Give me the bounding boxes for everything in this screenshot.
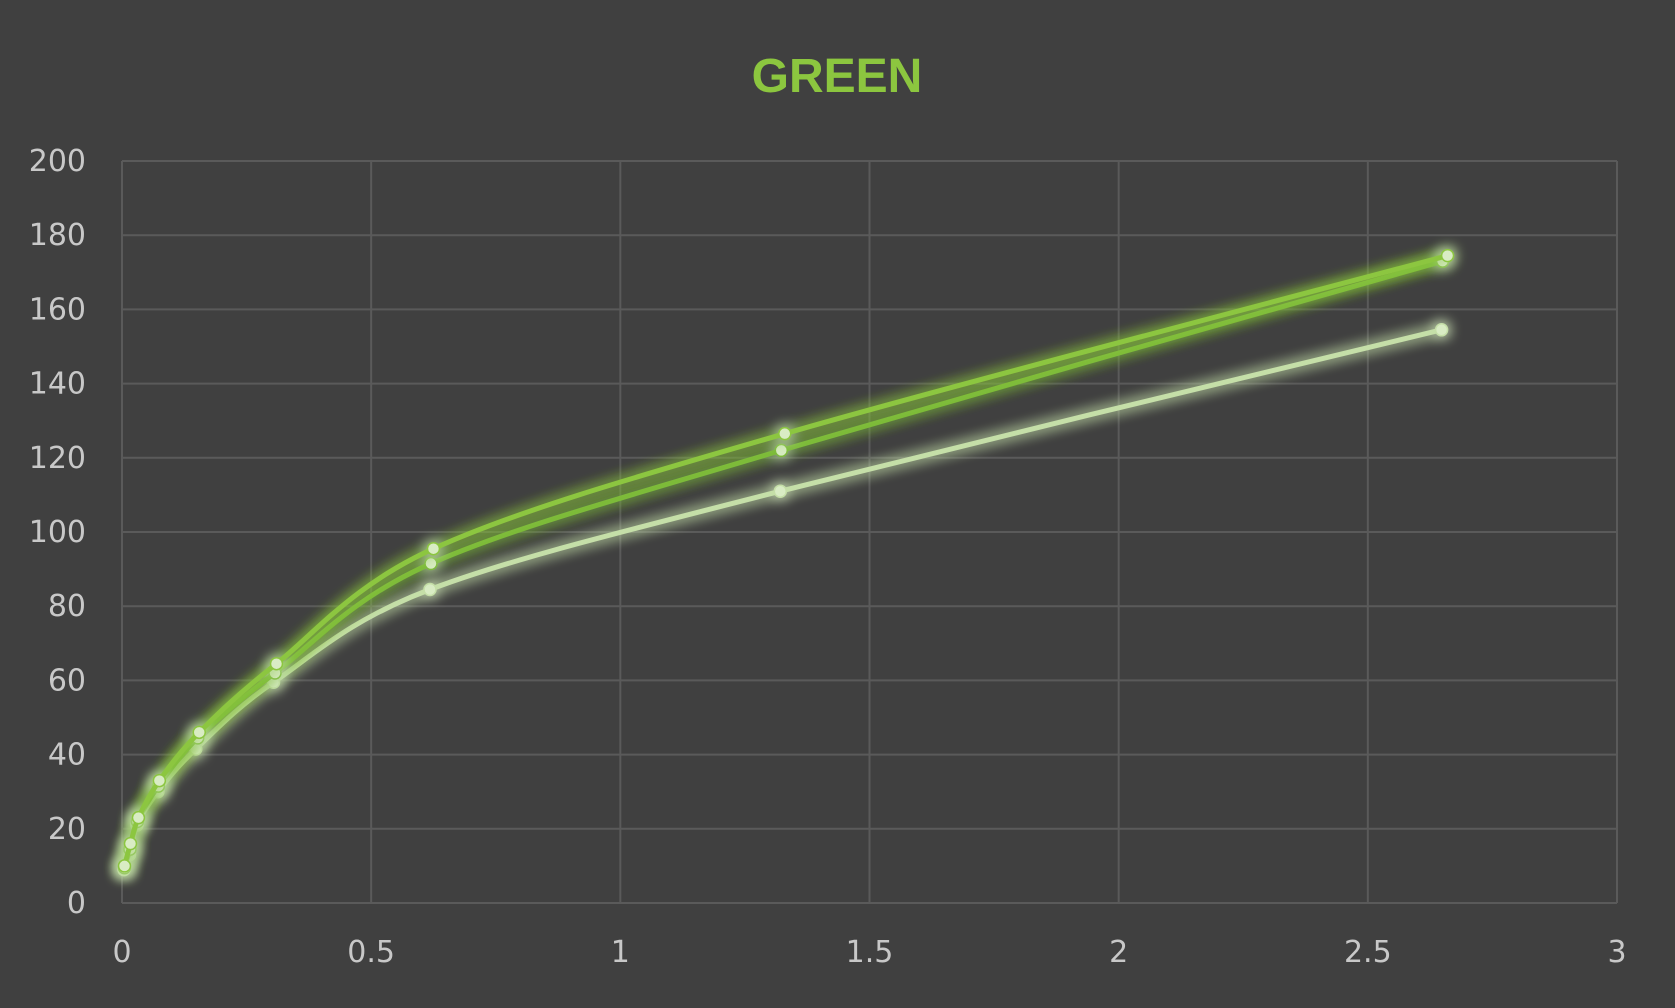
y-tick-label: 200 bbox=[29, 144, 86, 179]
y-tick-label: 160 bbox=[29, 292, 86, 327]
series-3 bbox=[117, 323, 1449, 877]
data-point bbox=[192, 725, 206, 740]
y-tick-label: 80 bbox=[48, 589, 86, 624]
x-tick-label: 1.5 bbox=[846, 935, 894, 970]
data-point bbox=[152, 773, 167, 788]
data-point bbox=[131, 810, 146, 825]
x-tick-label: 0 bbox=[112, 935, 131, 970]
data-point bbox=[426, 541, 441, 556]
series-1 bbox=[117, 248, 1455, 873]
y-tick-label: 60 bbox=[48, 663, 86, 698]
data-point bbox=[773, 484, 788, 498]
y-tick-label: 40 bbox=[48, 738, 86, 773]
data-point bbox=[1440, 248, 1455, 263]
data-point bbox=[123, 836, 138, 851]
y-tick-label: 180 bbox=[29, 218, 86, 253]
data-point bbox=[269, 656, 284, 671]
series-2 bbox=[117, 254, 1450, 875]
data-point bbox=[423, 582, 437, 597]
data-point bbox=[424, 556, 438, 571]
data-point bbox=[117, 859, 132, 873]
x-tick-label: 3 bbox=[1607, 935, 1626, 970]
series-2-line bbox=[121, 258, 1446, 871]
x-tick-label: 0.5 bbox=[347, 935, 395, 970]
chart-title: GREEN bbox=[752, 50, 923, 103]
series-3-line bbox=[121, 327, 1445, 873]
data-point bbox=[778, 426, 792, 441]
tick-labels: 0 20 40 60 80 100 120 140 160 180 200 0 0.5 1 1.5 2 2.5 3 bbox=[29, 144, 1627, 970]
y-tick-label: 100 bbox=[29, 515, 86, 550]
plot-area bbox=[117, 248, 1455, 877]
y-tick-label: 120 bbox=[29, 441, 86, 476]
series-1-line bbox=[121, 253, 1451, 869]
y-tick-label: 20 bbox=[48, 812, 86, 847]
x-tick-label: 2.5 bbox=[1344, 935, 1392, 970]
y-tick-label: 0 bbox=[67, 886, 86, 921]
y-tick-label: 140 bbox=[29, 367, 86, 402]
x-tick-label: 2 bbox=[1109, 935, 1128, 970]
data-point bbox=[774, 443, 789, 458]
data-point bbox=[1434, 323, 1449, 337]
x-tick-label: 1 bbox=[611, 935, 630, 970]
